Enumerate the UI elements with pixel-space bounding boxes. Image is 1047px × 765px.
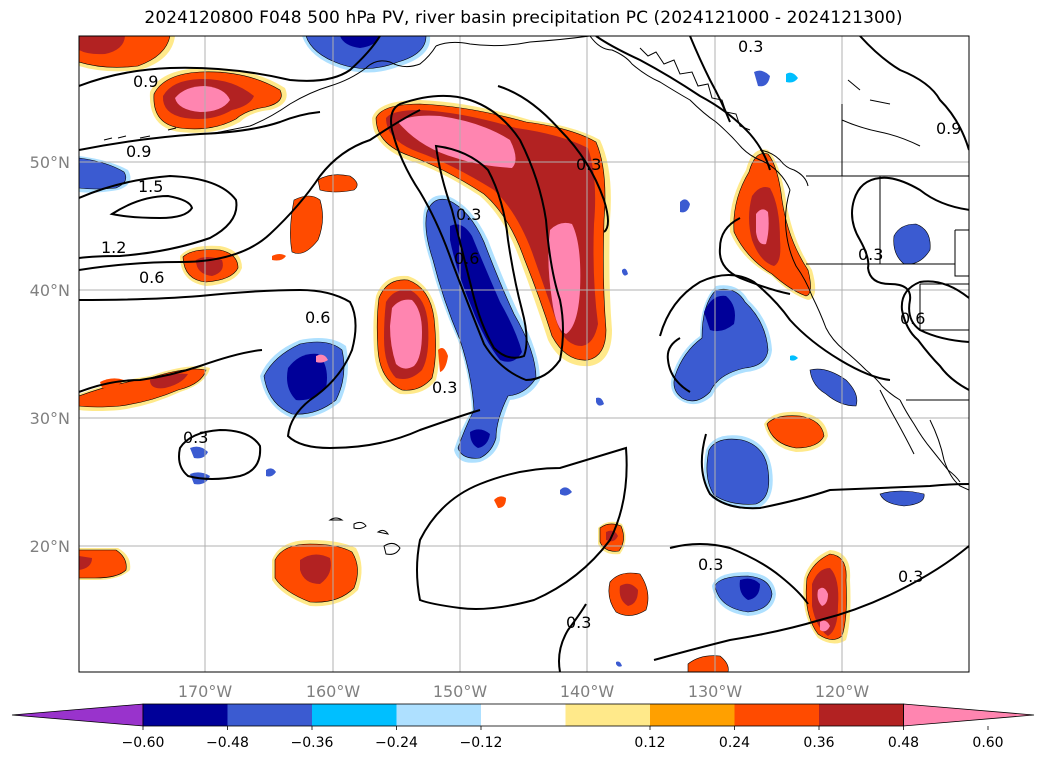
map-title: 2024120800 F048 500 hPa PV, river basin … [144,8,903,28]
colorbar-swatch [734,704,819,726]
coastlines [103,36,969,555]
contour-label: 0.6 [900,309,925,328]
contour-label: 0.3 [183,428,208,447]
contour-label: 0.9 [126,142,151,161]
contour-label: 1.5 [138,177,163,196]
contour-label: 0.3 [566,613,591,632]
lon-label-160w: 160°W [306,682,361,701]
colorbar-swatch [227,704,312,726]
contour-label: 1.2 [101,238,126,257]
contour-label: 0.3 [432,378,457,397]
contour-label: 0.9 [133,72,158,91]
colorbar: −0.60 −0.48 −0.36 −0.24 −0.12 0.12 0.24 0.36 0.4… [11,703,1035,751]
colorbar-extend-low [11,703,144,727]
precip-blob-negative [190,70,931,667]
contour-label: 0.6 [454,249,479,268]
lon-label-170w: 170°W [178,682,233,701]
precip-blob-negative [712,572,776,616]
lat-label-20n: 20°N [30,537,70,556]
contour-label: 0.3 [698,555,723,574]
colorbar-swatch [819,704,904,726]
colorbar-tick-label: −0.36 [291,735,334,751]
precip-blob-negative [260,338,348,477]
colorbar-tick-label: 0.36 [803,735,834,751]
colorbar-swatch [143,704,228,726]
colorbar-tick-label: 0.60 [972,735,1003,751]
colorbar-tick-label: −0.60 [122,735,165,751]
colorbar-swatch [481,704,566,726]
precip-blob-positive [79,36,175,72]
colorbar-tick-label: 0.24 [719,735,750,751]
colorbar-tick-label: −0.48 [206,735,249,751]
precip-blob-positive [272,174,358,261]
colorbar-tick-label: −0.12 [460,735,503,751]
contour-label: 0.3 [858,245,883,264]
colorbar-tick-label: −0.24 [375,735,418,751]
precip-blob-positive [79,548,131,580]
longitude-labels: 170°W 160°W 150°W 140°W 130°W 120°W [178,682,870,701]
colorbar-tick-label: 0.48 [888,735,919,751]
map-frame [78,35,970,673]
lon-label-150w: 150°W [433,682,488,701]
latitude-labels: 50°N 40°N 30°N 20°N [30,153,70,556]
lat-label-40n: 40°N [30,281,70,300]
contour-label: 0.3 [898,567,923,586]
colorbar-swatch [312,704,397,726]
lon-label-120w: 120°W [815,682,870,701]
contour-label: 0.6 [139,268,164,287]
lat-label-50n: 50°N [30,153,70,172]
colorbar-tick-label: 0.12 [634,735,665,751]
precip-blob-negative [704,435,773,509]
contour-label: 0.6 [305,308,330,327]
contour-label: 0.3 [576,155,601,174]
colorbar-swatch [396,704,481,726]
colorbar-swatch [650,704,735,726]
precip-blob-positive [803,550,851,644]
precip-blob-positive [372,100,612,367]
contour-label: 0.3 [738,37,763,56]
precip-blob-positive [373,275,448,395]
contour-label: 0.9 [936,119,961,138]
colorbar-outline [142,703,904,727]
colorbar-extend-high [903,703,1035,727]
contour-label: 0.3 [456,205,481,224]
lat-label-30n: 30°N [30,409,70,428]
precip-blob-positive [149,67,287,133]
precip-blob-positive [272,540,362,607]
colorbar-swatch [565,704,650,726]
precip-blob-negative [79,156,131,193]
contour-labels: 0.9 0.9 1.5 1.2 0.6 0.3 0.6 0.3 0.3 0.6 … [101,37,961,632]
pv-contours [79,36,969,672]
precip-blob-positive [764,411,828,452]
map-plot-area: 0.9 0.9 1.5 1.2 0.6 0.3 0.6 0.3 0.3 0.6 … [79,36,969,672]
lon-label-130w: 130°W [688,682,743,701]
lon-label-140w: 140°W [560,682,615,701]
precip-blob-negative [671,285,858,407]
